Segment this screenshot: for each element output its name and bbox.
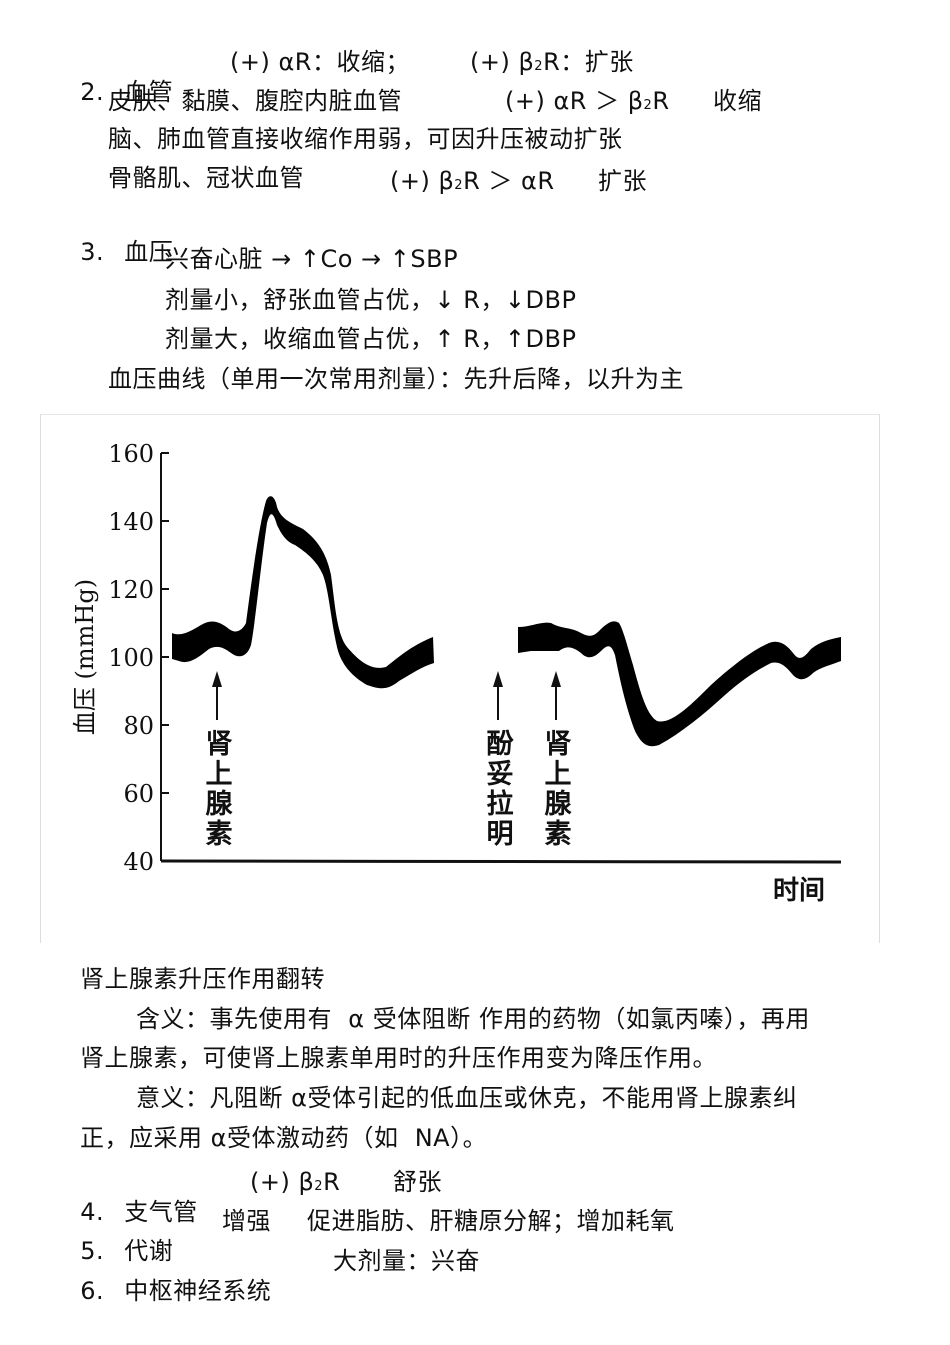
ytick-40: 40 [123, 848, 154, 876]
ytick-160: 160 [108, 440, 154, 468]
section-title: 中枢神经系统 [124, 1277, 272, 1305]
section-title: 支气管 [124, 1198, 198, 1226]
section-number: 2. [80, 78, 105, 106]
compare-prefix: (+) αR ＞ β [505, 87, 644, 115]
cns-effect: 大剂量：兴奋 [333, 1247, 480, 1275]
y-ticks [161, 452, 169, 794]
compare-tail: R [652, 87, 670, 115]
metabolism-detail: 促进脂肪、肝糖原分解；增加耗氧 [307, 1207, 675, 1235]
label-char: 上 [545, 759, 572, 790]
receptor-prefix: (+) β [250, 1168, 315, 1196]
vessel-beta-effect: (+) β2R：扩张 [470, 47, 634, 82]
compare-prefix: (+) β [390, 167, 455, 195]
alpha-effect-text: (+) αR：收缩； [230, 48, 410, 76]
label-char: 肾 [545, 729, 572, 760]
ytick-100: 100 [108, 644, 154, 672]
y-tick-labels: 160 140 120 100 80 60 40 [108, 440, 154, 876]
skin-mucosa-label: 皮肤、黏膜、腹腔内脏血管 [108, 87, 402, 115]
beta-subscript: 2 [643, 98, 653, 113]
arrow2-label: 酚 妥 拉 明 [487, 729, 515, 850]
arrow3-label: 肾 上 腺 素 [544, 729, 573, 850]
curve-phentolamine-then-epinephrine [518, 621, 841, 747]
skin-receptor-compare: (+) αR ＞ β2R [505, 86, 670, 121]
section-title: 血压 [124, 238, 174, 266]
metabolism-effect: 增强 [222, 1207, 271, 1235]
bronchus-effect: 舒张 [393, 1168, 442, 1196]
ytick-80: 80 [123, 712, 154, 740]
section-number: 6. [80, 1277, 105, 1305]
ytick-120: 120 [108, 576, 154, 604]
section-number: 3. [80, 238, 105, 266]
brain-lung-note: 脑、肺血管直接收缩作用弱，可因升压被动扩张 [108, 125, 623, 153]
label-char: 肾 [206, 729, 233, 760]
ytick-140: 140 [108, 508, 154, 536]
muscle-coronary-label: 骨骼肌、冠状血管 [108, 164, 304, 192]
arrow-phentolamine [493, 671, 503, 720]
arrow-epinephrine-2 [551, 671, 561, 720]
bp-item-3: 剂量大，收缩血管占优，↑ R，↑DBP [165, 325, 577, 353]
label-char: 腺 [544, 789, 573, 820]
skin-effect: 收缩 [713, 87, 762, 115]
blood-pressure-figure: 160 140 120 100 80 60 40 血压 (mmHg) 时间 肾 … [40, 414, 880, 943]
beta-tail: R：扩张 [543, 48, 634, 76]
section-2-heading: 2. 血管 [64, 47, 173, 107]
bp-item-2: 剂量小，舒张血管占优，↓ R，↓DBP [165, 286, 577, 314]
section-4-heading: 4. 支气管 [64, 1167, 198, 1227]
beta-subscript: 2 [534, 59, 544, 74]
reversal-significance-line1: 意义：凡阻断 α受体引起的低血压或休克，不能用肾上腺素纠 [136, 1084, 798, 1112]
beta-subscript: 2 [454, 178, 464, 193]
section-3-heading: 3. 血压 [64, 207, 173, 267]
y-axis-label: 血压 (mmHg) [71, 579, 99, 735]
bronchus-receptor: (+) β2R [250, 1167, 340, 1202]
muscle-effect: 扩张 [598, 167, 647, 195]
section-5-heading: 5. 代谢 [64, 1206, 173, 1266]
ytick-60: 60 [123, 780, 154, 808]
bp-curve-note: 血压曲线（单用一次常用剂量）：先升后降，以升为主 [108, 365, 684, 393]
muscle-receptor-compare: (+) β2R ＞ αR [390, 166, 555, 201]
section-6-heading: 6. 中枢神经系统 [64, 1246, 271, 1306]
x-axis-label: 时间 [773, 876, 825, 906]
arrow1-label: 肾 上 腺 素 [205, 729, 234, 850]
curve-epinephrine-alone [172, 496, 434, 689]
label-char: 素 [545, 819, 572, 850]
label-char: 拉 [487, 788, 514, 820]
reversal-title: 肾上腺素升压作用翻转 [80, 965, 325, 993]
label-char: 腺 [205, 789, 234, 820]
compare-tail: R ＞ αR [463, 167, 555, 195]
label-char: 素 [206, 819, 233, 850]
arrow-epinephrine-1 [212, 671, 222, 720]
section-number: 4. [80, 1198, 105, 1226]
section-title: 血管 [124, 78, 174, 106]
beta-subscript: 2 [314, 1179, 324, 1194]
label-char: 妥 [487, 759, 514, 790]
vessel-alpha-effect: (+) αR：收缩； [230, 47, 410, 77]
receptor-tail: R [323, 1168, 341, 1196]
bp-item-1: 兴奋心脏 → ↑Co → ↑SBP [165, 245, 459, 273]
reversal-meaning-line1: 含义：事先使用有 α 受体阻断 作用的药物（如氯丙嗪），再用 [136, 1005, 810, 1033]
beta-prefix: (+) β [470, 48, 535, 76]
reversal-meaning-line2: 肾上腺素，可使肾上腺素单用时的升压作用变为降压作用。 [80, 1044, 717, 1072]
x-axis [160, 859, 842, 864]
bp-chart: 160 140 120 100 80 60 40 血压 (mmHg) 时间 肾 … [71, 440, 842, 906]
section-number: 5. [80, 1237, 105, 1265]
reversal-significance-line2: 正，应采用 α受体激动药（如 NA）。 [80, 1124, 488, 1152]
label-char: 上 [206, 759, 233, 790]
label-char: 酚 [487, 729, 515, 760]
section-title: 代谢 [124, 1237, 174, 1265]
label-char: 明 [487, 819, 514, 850]
